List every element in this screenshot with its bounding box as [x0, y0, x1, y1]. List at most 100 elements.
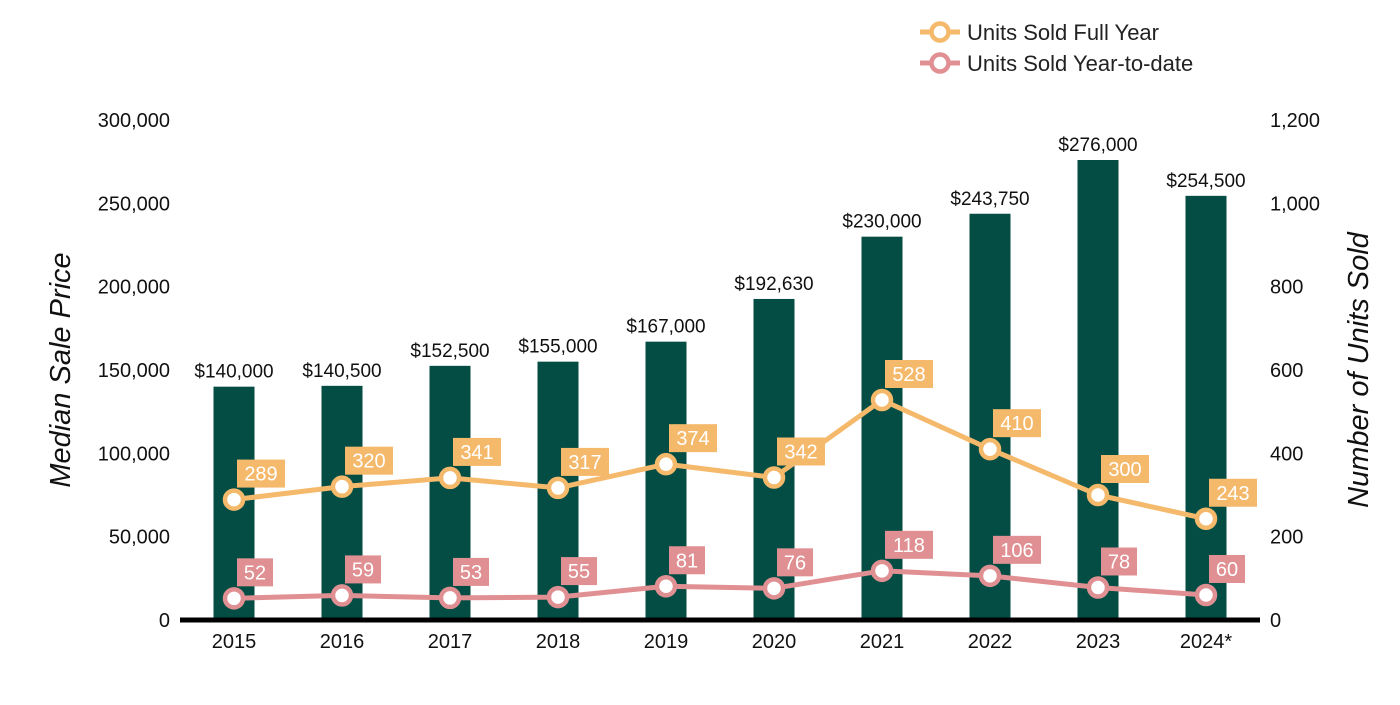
y-tick-label-left: 250,000: [98, 193, 170, 215]
bar-value-label: $140,000: [194, 362, 273, 383]
data-point: [1086, 576, 1110, 599]
data-label-box: [993, 535, 1041, 564]
x-tick-label: 2023: [1076, 631, 1121, 653]
bar-value-label: $254,500: [1166, 171, 1245, 192]
y-tick-label-left: 0: [159, 610, 170, 632]
y-axis-title-left: Median Sale Price: [45, 252, 77, 487]
y-tick-label-right: 400: [1270, 443, 1303, 465]
data-label-box: [885, 360, 933, 388]
data-label: 106: [1000, 540, 1033, 562]
data-label-box: [345, 555, 381, 584]
data-label-box: [1101, 547, 1137, 576]
data-label: 410: [1000, 413, 1033, 435]
data-label: 374: [676, 428, 709, 450]
data-label: 243: [1216, 483, 1249, 505]
bar-value-label: $192,630: [734, 274, 813, 295]
data-label: 342: [784, 442, 817, 464]
data-label: 320: [352, 451, 385, 473]
legend-marker: [929, 52, 951, 74]
data-point: [546, 585, 570, 609]
x-tick-label: 2017: [428, 631, 473, 653]
data-point: [870, 559, 894, 583]
data-point: [222, 587, 246, 610]
data-label-box: [237, 459, 285, 488]
data-label-box: [237, 558, 273, 587]
data-label-box: [453, 437, 501, 466]
y-tick-label-left: 150,000: [98, 360, 170, 382]
x-tick-label: 2022: [968, 631, 1013, 653]
x-tick-label: 2024*: [1180, 631, 1232, 653]
data-label-box: [561, 557, 597, 586]
data-point: [978, 437, 1002, 461]
series-line: [231, 568, 1209, 601]
data-label-box: [453, 557, 489, 586]
data-label: 81: [676, 550, 698, 572]
y-axis-title-right: Number of Units Sold: [1343, 231, 1375, 507]
data-point: [1194, 507, 1218, 530]
bar: [1185, 195, 1227, 621]
y-tick-label-right: 600: [1270, 360, 1303, 382]
y-tick-label-right: 1,200: [1270, 110, 1320, 132]
x-tick-label: 2016: [320, 631, 365, 653]
data-label-box: [345, 446, 393, 475]
bar-value-label: $167,000: [626, 317, 705, 338]
data-label: 76: [784, 552, 806, 574]
data-label: 289: [244, 464, 277, 486]
data-label-box: [885, 530, 933, 559]
bar-value-label: $152,500: [410, 341, 489, 362]
data-label-box: [1209, 478, 1257, 507]
data-label: 60: [1216, 559, 1238, 581]
x-tick-label: 2019: [644, 631, 689, 653]
data-label-box: [1101, 455, 1149, 483]
legend-marker: [929, 21, 951, 43]
data-point: [978, 564, 1002, 588]
data-label: 341: [460, 442, 493, 464]
data-point: [1194, 583, 1218, 607]
x-tick-label: 2018: [536, 631, 581, 653]
bar-value-label: $230,000: [842, 212, 921, 233]
data-label-box: [993, 409, 1041, 438]
data-label: 78: [1108, 552, 1130, 574]
data-label-box: [669, 424, 717, 453]
bar: [1077, 160, 1119, 620]
y-tick-label-left: 300,000: [98, 110, 170, 132]
y-tick-label-left: 100,000: [98, 443, 170, 465]
x-tick-label: 2015: [212, 631, 257, 653]
data-label-box: [777, 548, 813, 577]
data-point: [654, 452, 678, 476]
data-label: 55: [568, 561, 590, 583]
data-label-box: [777, 437, 825, 466]
data-point: [870, 388, 894, 412]
x-tick-label: 2020: [752, 631, 797, 653]
data-point: [330, 475, 354, 498]
y-tick-label-right: 0: [1270, 610, 1281, 632]
data-point: [222, 488, 246, 511]
y-tick-label-left: 200,000: [98, 277, 170, 299]
y-tick-label-right: 200: [1270, 527, 1303, 549]
y-tick-label-right: 800: [1270, 277, 1303, 299]
data-label-box: [561, 447, 609, 476]
data-point: [546, 476, 570, 500]
data-label-box: [669, 546, 705, 575]
data-label: 118: [893, 535, 925, 557]
data-label: 52: [244, 562, 266, 584]
y-tick-label-right: 1,000: [1270, 193, 1320, 215]
data-label: 528: [892, 364, 925, 386]
data-point: [762, 577, 786, 600]
data-label: 300: [1108, 459, 1141, 481]
legend-entry: Units Sold Full Year: [967, 20, 1159, 45]
x-tick-label: 2021: [860, 631, 905, 653]
data-point: [762, 466, 786, 489]
data-label: 59: [352, 559, 374, 581]
data-point: [330, 584, 354, 607]
data-label: 317: [568, 452, 601, 474]
data-label: 53: [460, 562, 482, 584]
data-point: [1086, 483, 1110, 507]
series-line: [231, 397, 1209, 522]
bar-value-label: $243,750: [950, 189, 1029, 210]
legend-entry: Units Sold Year-to-date: [967, 51, 1193, 76]
data-point: [438, 466, 462, 490]
bar-value-label: $155,000: [518, 337, 597, 358]
